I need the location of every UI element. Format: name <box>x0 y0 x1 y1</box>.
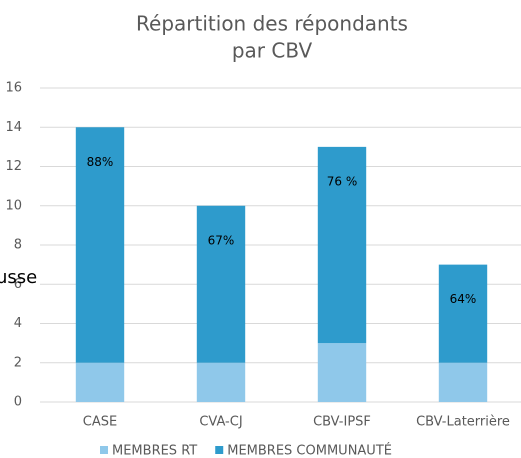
y-tick-label: 14 <box>5 120 22 135</box>
bar-annotation: 88% <box>87 155 114 169</box>
bar-annotation: 67% <box>208 233 235 247</box>
y-tick-label: 8 <box>14 238 22 253</box>
y-tick-label: 4 <box>14 316 22 331</box>
bar-segment <box>75 127 125 363</box>
bar-segment <box>438 264 488 363</box>
x-tick-label: CBV-IPSF <box>313 415 371 430</box>
chart-title: Répartition des répondants <box>136 12 408 36</box>
y-tick-label: 0 <box>14 395 22 410</box>
bar-segment <box>196 362 246 402</box>
side-text: usse <box>0 267 37 288</box>
legend-swatch <box>215 446 224 454</box>
bar-segment <box>438 362 488 402</box>
x-tick-label: CBV-Laterrière <box>416 415 510 430</box>
legend-label: MEMBRES COMMUNAUTÉ <box>227 443 392 458</box>
bar-segment <box>317 343 367 402</box>
legend-label: MEMBRES RT <box>112 444 197 458</box>
y-tick-label: 12 <box>5 159 22 174</box>
x-tick-label: CASE <box>83 415 117 430</box>
legend-swatch <box>100 446 108 454</box>
y-tick-label: 6 <box>14 277 22 292</box>
x-tick-label: CVA-CJ <box>199 415 242 430</box>
chart-title: par CBV <box>232 39 313 63</box>
bar-segment <box>317 146 367 344</box>
bar-annotation: 64% <box>450 292 477 306</box>
bar-segment <box>196 205 246 363</box>
bar-segment <box>75 362 125 402</box>
y-tick-label: 2 <box>14 355 22 370</box>
bar-annotation: 76 % <box>327 174 358 188</box>
y-tick-label: 16 <box>5 81 22 96</box>
y-tick-label: 10 <box>5 198 22 213</box>
